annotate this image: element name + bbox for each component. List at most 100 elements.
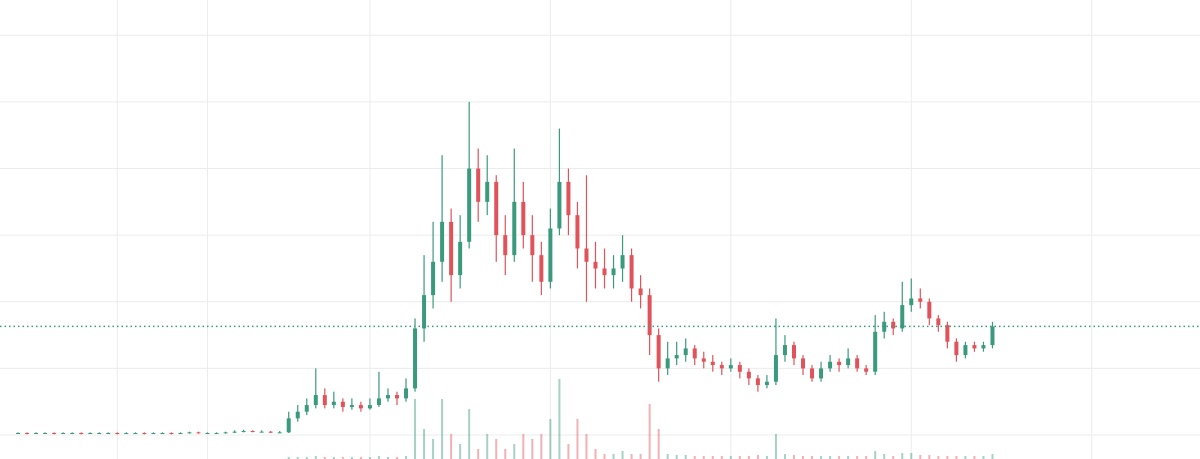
candle-body — [629, 255, 634, 289]
volume-bar — [675, 455, 678, 459]
volume-bar — [720, 456, 723, 459]
volume-bar — [414, 399, 417, 459]
candle-body — [846, 358, 851, 366]
candle-body — [467, 168, 472, 242]
candle-body — [205, 433, 210, 435]
candle-body — [611, 268, 616, 276]
volume-bar — [964, 456, 967, 459]
volume-bar — [648, 404, 651, 459]
volume-bar — [874, 451, 877, 459]
candle-body — [358, 405, 363, 409]
volume-bar — [441, 399, 444, 459]
volume-bar — [919, 455, 922, 459]
candle-body — [828, 361, 833, 369]
candle-body — [855, 358, 860, 369]
volume-bar — [350, 457, 353, 459]
candle-body — [214, 433, 219, 435]
candle-body — [710, 361, 715, 366]
candle-body — [810, 368, 815, 379]
candle-body — [385, 395, 390, 399]
volume-bar — [287, 457, 290, 459]
volume-bar — [423, 429, 426, 459]
volume-bar — [630, 454, 633, 459]
volume-bar — [702, 456, 705, 459]
volume-bar — [486, 434, 489, 459]
volume-bar — [792, 455, 795, 459]
volume-bar — [829, 456, 832, 459]
candle-body — [286, 418, 291, 433]
volume-bar — [811, 456, 814, 459]
volume-bar — [946, 456, 949, 459]
volume-bar — [747, 456, 750, 459]
candle-body — [268, 431, 273, 433]
volume-bar — [955, 456, 958, 459]
volume-bar — [594, 449, 597, 459]
candle-body — [557, 181, 562, 229]
candle-body — [909, 298, 914, 306]
candle-body — [665, 358, 670, 369]
volume-bar — [386, 457, 389, 459]
candle-body — [485, 181, 490, 202]
candle-body — [476, 168, 481, 202]
volume-bar — [982, 456, 985, 459]
candle-body — [232, 431, 237, 433]
candle-body — [674, 355, 679, 359]
volume-bar — [522, 434, 525, 459]
volume-bar — [549, 419, 552, 459]
volume-bar — [639, 454, 642, 459]
candle-body — [746, 371, 751, 379]
candle-body — [755, 378, 760, 386]
candle-body — [773, 355, 778, 382]
candle-body — [322, 395, 327, 406]
volume-bar — [693, 456, 696, 459]
candle-body — [656, 335, 661, 369]
candle-body — [918, 298, 923, 302]
volume-bar — [341, 457, 344, 459]
volume-bar — [838, 456, 841, 459]
candle-body — [70, 433, 75, 435]
volume-bar — [450, 434, 453, 459]
volume-bar — [513, 444, 516, 459]
volume-bar — [729, 456, 732, 459]
volume-bar — [657, 429, 660, 459]
candle-body — [764, 381, 769, 386]
volume-bar — [323, 457, 326, 459]
volume-bar — [711, 456, 714, 459]
volume-bar — [973, 456, 976, 459]
candle-body — [692, 348, 697, 359]
candle-body — [133, 433, 138, 435]
candle-body — [169, 433, 174, 435]
candle-body — [873, 331, 878, 372]
volume-bar — [883, 454, 886, 459]
volume-bar — [928, 455, 931, 459]
volume-bar — [576, 419, 579, 459]
candle-body — [160, 433, 165, 435]
candle-body — [927, 301, 932, 319]
volume-bar — [459, 444, 462, 459]
candle-body — [963, 345, 968, 356]
candle-body — [620, 255, 625, 269]
candle-body — [241, 431, 246, 433]
volume-bar — [468, 409, 471, 459]
candle-body — [737, 365, 742, 372]
volume-bar — [621, 451, 624, 459]
candle-body — [647, 295, 652, 336]
volume-bar — [847, 456, 850, 459]
candle-body — [376, 398, 381, 406]
volume-bar — [910, 453, 913, 459]
volume-bar — [901, 453, 904, 459]
candle-body — [494, 181, 499, 236]
volume-bar — [820, 456, 823, 459]
candle-body — [106, 433, 111, 435]
candle-body — [97, 433, 102, 435]
candle-body — [223, 432, 228, 434]
volume-bar — [477, 449, 480, 459]
candle-body — [900, 305, 905, 329]
candle-body — [79, 433, 84, 435]
volume-bar — [504, 449, 507, 459]
candle-body — [34, 433, 39, 435]
volume-bar — [892, 456, 895, 459]
candle-body — [593, 261, 598, 269]
candle-body — [683, 348, 688, 356]
